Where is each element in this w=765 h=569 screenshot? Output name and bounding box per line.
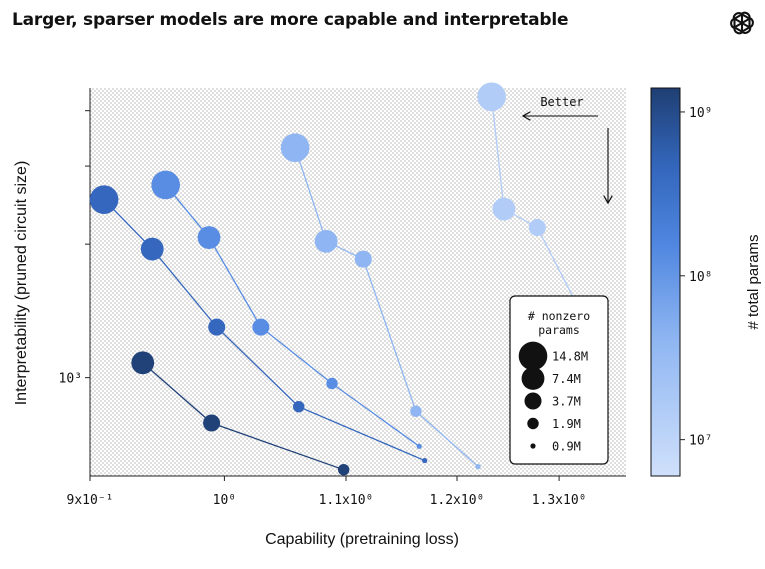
x-tick-label: 1.3x10⁰ <box>532 493 587 508</box>
size-legend-title-2: params <box>538 323 580 337</box>
y-tick-label: 10³ <box>59 372 82 387</box>
data-point <box>140 237 164 261</box>
openai-logo-icon <box>728 10 756 36</box>
size-legend-marker <box>518 341 548 371</box>
colorbar-tick-label: 10⁷ <box>689 434 712 449</box>
better-annotation: Better <box>540 95 583 109</box>
x-tick-label: 1.1x10⁰ <box>319 493 374 508</box>
data-point <box>208 318 226 336</box>
x-axis-label: Capability (pretraining loss) <box>265 531 459 548</box>
data-point <box>354 250 372 268</box>
data-point <box>416 443 422 449</box>
x-tick-label: 9x10⁻¹ <box>67 493 114 508</box>
x-tick-label: 1.2x10⁰ <box>430 493 485 508</box>
size-legend: # nonzero params 14.8M 7.4M 3.7M 1.9M 0.9M <box>509 295 609 465</box>
x-ticks: 9x10⁻¹ 10⁰ 1.1x10⁰ 1.2x10⁰ 1.3x10⁰ <box>67 476 587 508</box>
colorbar-tick-label: 10⁹ <box>689 106 712 121</box>
data-point <box>89 185 119 214</box>
size-legend-label: 1.9M <box>552 417 581 431</box>
series-layer <box>89 82 584 476</box>
data-point <box>492 197 516 221</box>
colorbar-ticks: 10⁷ 10⁸ 10⁹ <box>680 106 712 449</box>
chart-title: Larger, sparser models are more capable … <box>12 10 569 30</box>
size-legend-label: 3.7M <box>552 395 581 409</box>
data-point <box>528 219 546 237</box>
size-legend-label: 14.8M <box>552 350 588 364</box>
size-legend-marker <box>524 392 542 410</box>
size-legend-label: 7.4M <box>552 372 581 386</box>
data-point <box>280 133 310 163</box>
size-legend-marker <box>521 367 545 390</box>
size-legend-marker <box>530 443 536 449</box>
x-tick-label: 10⁰ <box>213 493 236 508</box>
colorbar <box>650 87 681 477</box>
data-point <box>293 400 305 413</box>
colorbar-label: # total params <box>745 234 762 329</box>
size-legend-label: 0.9M <box>552 440 581 454</box>
colorbar-tick-label: 10⁸ <box>689 270 712 285</box>
y-ticks: 10³ <box>59 110 90 387</box>
data-point <box>422 457 428 464</box>
data-point <box>475 464 481 470</box>
data-point <box>477 82 506 112</box>
data-point <box>337 463 350 476</box>
data-point <box>197 226 221 249</box>
data-point <box>314 229 338 253</box>
data-point <box>410 405 422 417</box>
data-point <box>203 414 221 432</box>
size-legend-marker <box>527 417 539 430</box>
data-point <box>326 377 338 390</box>
data-point <box>131 351 155 375</box>
y-axis-label: Interpretability (pruned circuit size) <box>13 161 30 406</box>
data-point <box>252 318 270 336</box>
series-line-total-params-1.5e7 <box>490 96 582 312</box>
size-legend-title-1: # nonzero <box>528 309 590 323</box>
data-point <box>151 170 180 200</box>
